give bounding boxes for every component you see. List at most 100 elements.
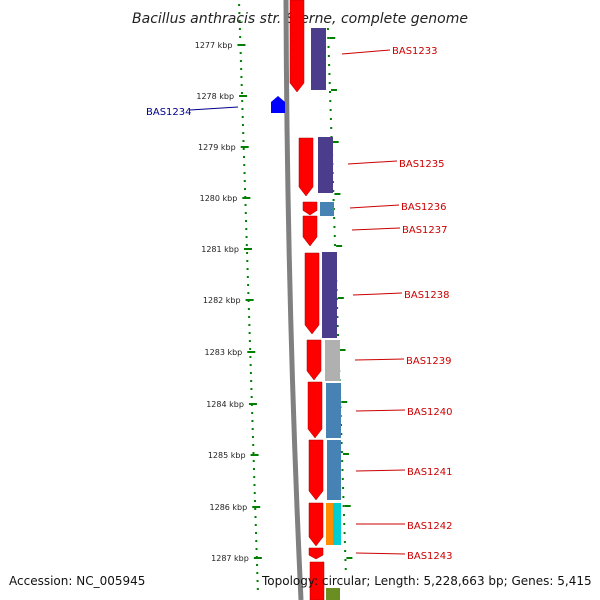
ruler-dot [256,588,259,590]
outer-ruler-dot [344,550,347,552]
gene-label[interactable]: BAS1239 [406,356,452,367]
ruler-dot [245,244,248,246]
ruler-dot [251,436,254,438]
ruler-dot [239,36,242,38]
outer-ruler-dot [344,559,347,561]
ruler-dot [245,236,248,238]
ruler-tick-label: 1279 kbp [198,143,236,152]
ruler-dot [246,252,249,254]
ruler-tick-label: 1281 kbp [201,245,239,254]
ruler-dot [241,116,244,118]
ruler-dot [240,84,243,86]
gene-leader-line [355,469,406,472]
gene-label[interactable]: BAS1241 [407,467,453,478]
gene-label[interactable]: BAS1242 [407,521,453,532]
outer-ruler-dot [343,532,346,534]
gene-label[interactable]: BAS1238 [404,290,450,301]
cds-arrow [289,0,305,93]
ruler-dot [252,468,255,470]
ruler-dot [238,12,241,14]
ruler-dot [242,140,245,142]
outer-ruler-dot [330,127,333,129]
cog-block [311,28,326,90]
ruler-dot [239,60,242,62]
cds-track [289,0,325,600]
outer-ruler-dot [326,28,329,30]
ruler-dot [248,324,251,326]
ruler-dot [248,316,251,318]
ruler-tick-label: 1287 kbp [211,554,249,563]
gene-leader-line [189,106,239,111]
cds-arrow [304,252,320,335]
outer-ruler-dot [329,100,332,102]
ruler-dot [254,524,257,526]
gene-features: BAS1233 BAS1234 BAS1235 BAS1236 BAS1237 BAS12… [146,46,453,562]
outer-ruler-dot [342,496,345,498]
outer-ruler-dot [336,325,339,327]
ruler-tick-label: 1286 kbp [210,503,248,512]
outer-ruler-dot [341,460,344,462]
ruler: 1277 kbp 1278 kbp 1279 kbp 1280 kbp 1281 kbp… [195,4,262,590]
ruler-dot [244,188,247,190]
outer-ruler-dot [328,82,331,84]
ruler-dot [247,308,250,310]
gene-label[interactable]: BAS1243 [407,551,453,562]
outer-ruler-dot [329,118,332,120]
ruler-dot [247,292,250,294]
ruler-dot [253,484,256,486]
gene-label[interactable]: BAS1235 [399,159,445,170]
ruler-dot [255,548,258,550]
outer-ruler-dot [340,451,343,453]
ruler-dot [250,388,253,390]
outer-ruler-dot [344,568,347,570]
cog-block [325,340,340,381]
ruler-dot [252,444,255,446]
cog-block [327,440,341,500]
ruler-dot [253,476,256,478]
outer-ruler-dot [343,541,346,543]
topology-text: Topology: circular; Length: 5,228,663 bp… [262,574,592,588]
ruler-tick-label: 1283 kbp [205,348,243,357]
ruler-tick-label: 1282 kbp [203,296,241,305]
ruler-dot [248,340,251,342]
outer-ruler-dot [342,514,345,516]
gene-label[interactable]: BAS1237 [402,225,448,236]
cds-arrow [302,201,318,216]
cds-arrow [298,137,314,197]
ruler-dot [243,180,246,182]
ruler-dot [248,332,251,334]
ruler-dot [240,68,243,70]
ruler-dot [256,572,259,574]
ruler-dot [243,172,246,174]
gene-label[interactable]: BAS1234 [146,107,192,118]
ruler-dot [249,364,252,366]
gene-label[interactable]: BAS1240 [407,407,453,418]
outer-ruler-dot [327,46,330,48]
ruler-dot [256,564,259,566]
outer-ruler-dot [336,307,339,309]
ruler-dot [251,412,254,414]
ruler-dot [251,420,254,422]
outer-ruler-dot [333,217,336,219]
gene-label[interactable]: BAS1233 [392,46,438,57]
gene-leader-line [347,160,398,165]
outer-ruler-dot [327,55,330,57]
ruler-dot [249,356,252,358]
gene-label[interactable]: BAS1236 [401,202,447,213]
ruler-tick-label: 1285 kbp [208,451,246,460]
outer-ruler-dot [342,487,345,489]
reverse-gene-arrow [271,96,285,113]
outer-ruler-dot [336,316,339,318]
cog-track [311,28,341,600]
outer-ruler-dot [332,190,335,192]
cds-arrow [308,502,324,547]
gene-leader-line [354,358,405,361]
cds-arrow [306,339,322,381]
ruler-dot [242,156,245,158]
ruler-dot [247,284,250,286]
ruler-dot [255,540,258,542]
outer-ruler-dot [329,109,332,111]
cog-block [326,588,340,600]
cds-arrow [309,561,325,600]
